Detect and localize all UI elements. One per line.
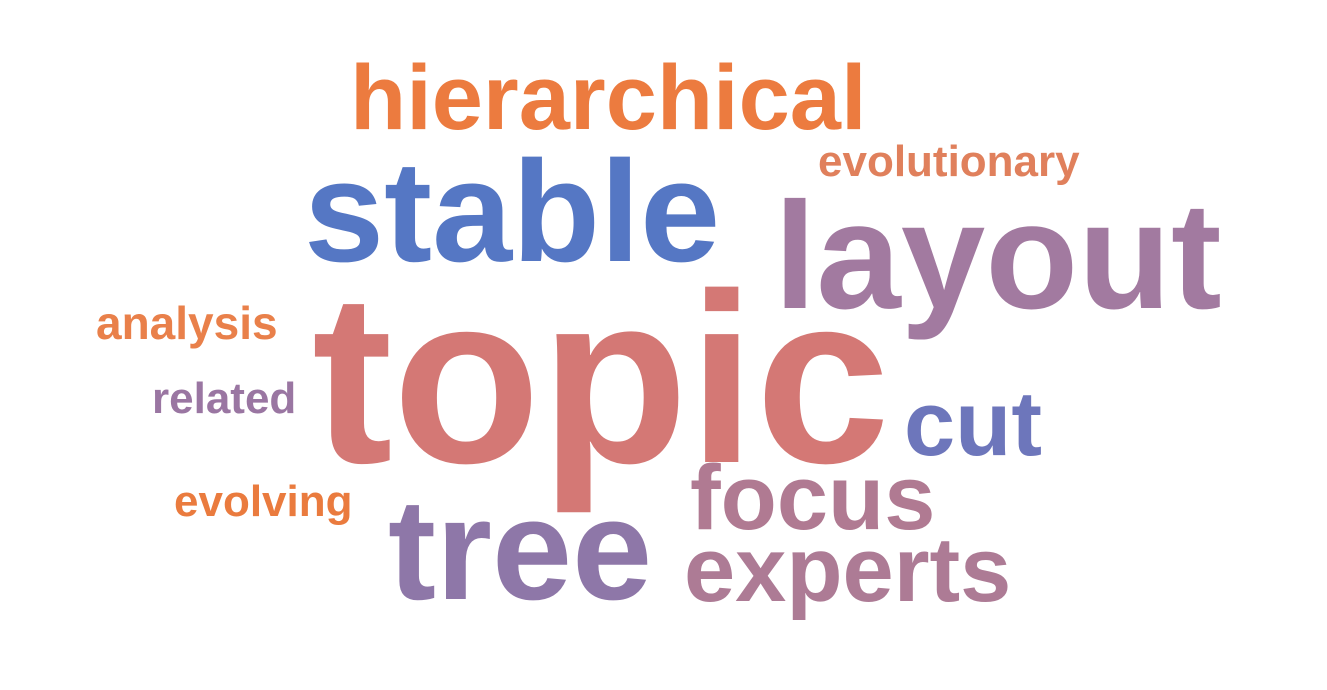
word-stable: stable (304, 131, 721, 292)
word-layout: layout (774, 171, 1222, 341)
word-hierarchical: hierarchical (350, 47, 867, 149)
word-related: related (152, 374, 297, 423)
word-focus: focus (690, 447, 936, 549)
word-cut: cut (904, 373, 1042, 475)
word-experts: experts (684, 519, 1012, 621)
word-evolutionary: evolutionary (818, 137, 1080, 186)
word-evolving: evolving (174, 477, 353, 526)
word-analysis: analysis (96, 297, 278, 349)
word-tree: tree (388, 469, 653, 630)
word-topic: topic (312, 244, 891, 514)
